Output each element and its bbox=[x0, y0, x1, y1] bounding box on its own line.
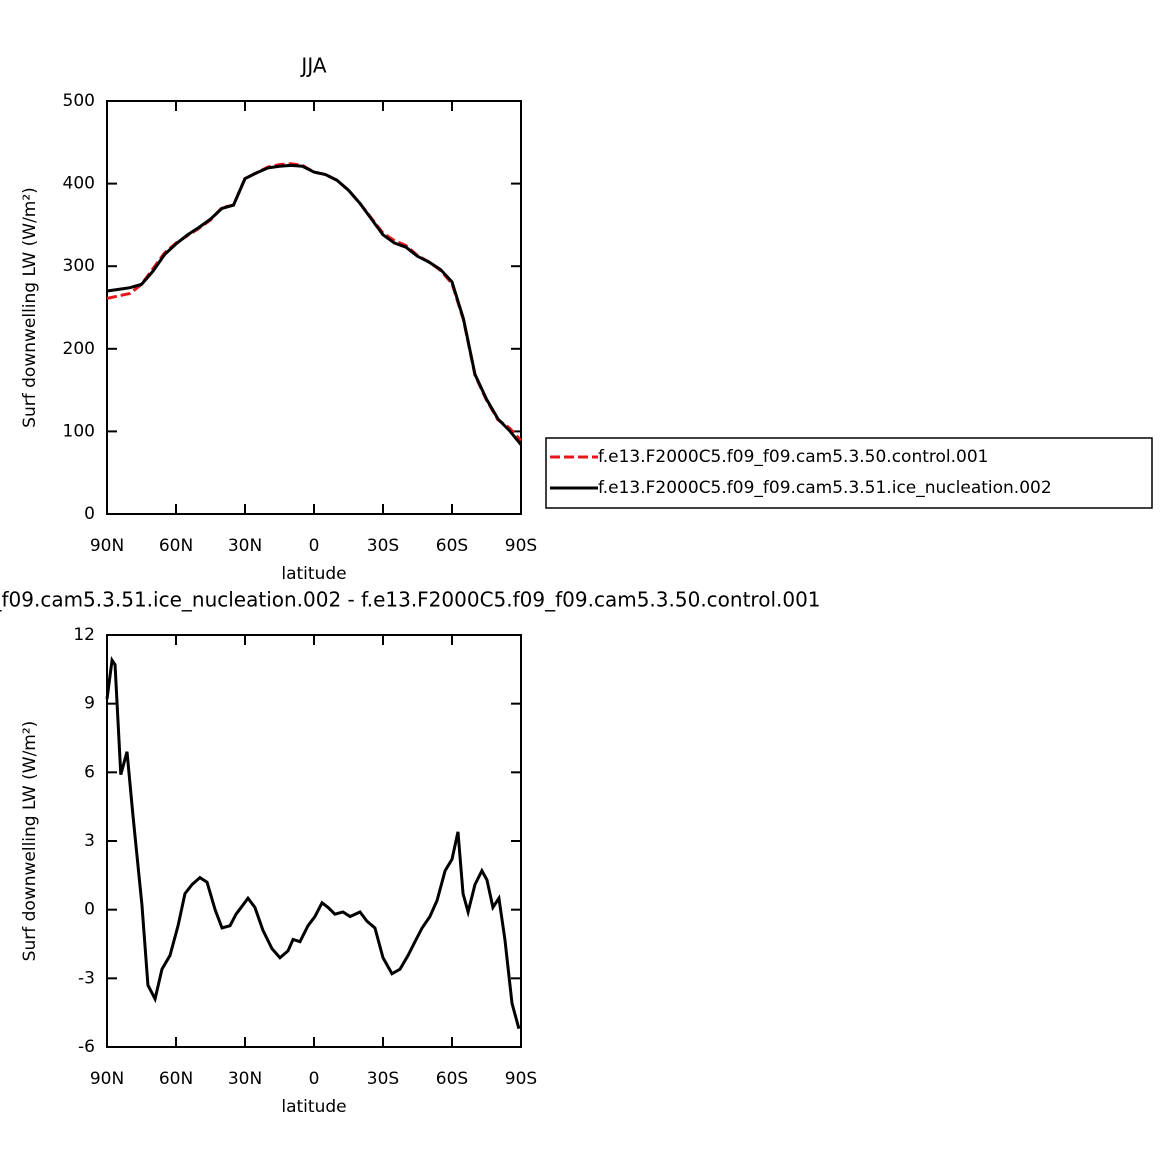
data-line bbox=[105, 655, 521, 1030]
x-tick-label: 30N bbox=[228, 536, 262, 556]
chart-title: f.e13.F2000C5.f09_f09.cam5.3.51.ice_nucl… bbox=[0, 588, 821, 612]
x-tick-label: 60N bbox=[159, 1069, 193, 1089]
y-tick-label: 0 bbox=[84, 504, 95, 524]
y-tick-label: 6 bbox=[84, 762, 95, 782]
y-axis-label: Surf downwelling LW (W/m²) bbox=[20, 721, 40, 962]
data-line bbox=[106, 163, 523, 446]
legend-label: f.e13.F2000C5.f09_f09.cam5.3.51.ice_nucl… bbox=[598, 478, 1052, 498]
y-tick-label: 0 bbox=[84, 900, 95, 920]
plot-frame bbox=[106, 634, 522, 1048]
y-axis-label: Surf downwelling LW (W/m²) bbox=[20, 187, 40, 428]
y-tick-label: 9 bbox=[84, 694, 95, 714]
y-tick-label: 3 bbox=[84, 831, 95, 851]
y-tick-label: -3 bbox=[78, 968, 95, 988]
x-tick-label: 60N bbox=[159, 536, 193, 556]
chart-title: JJA bbox=[299, 54, 326, 78]
x-tick-label: 30S bbox=[367, 536, 399, 556]
y-tick-label: -6 bbox=[78, 1037, 95, 1057]
x-tick-label: 0 bbox=[309, 536, 320, 556]
y-tick-label: 100 bbox=[63, 421, 95, 441]
legend-label: f.e13.F2000C5.f09_f09.cam5.3.50.control.… bbox=[598, 447, 989, 467]
y-tick-label: 12 bbox=[73, 625, 95, 645]
x-tick-label: 90N bbox=[90, 536, 124, 556]
x-tick-label: 90S bbox=[505, 536, 537, 556]
x-tick-label: 60S bbox=[436, 536, 468, 556]
y-tick-label: 300 bbox=[63, 256, 95, 276]
plot-frame bbox=[106, 100, 522, 515]
x-tick-label: 90N bbox=[90, 1069, 124, 1089]
y-tick-label: 500 bbox=[63, 91, 95, 111]
legend-box bbox=[545, 437, 1153, 509]
x-axis-label: latitude bbox=[281, 564, 346, 584]
x-tick-label: 90S bbox=[505, 1069, 537, 1089]
x-tick-label: 30N bbox=[228, 1069, 262, 1089]
x-tick-label: 0 bbox=[309, 1069, 320, 1089]
y-tick-label: 200 bbox=[63, 339, 95, 359]
x-tick-label: 30S bbox=[367, 1069, 399, 1089]
x-axis-label: latitude bbox=[281, 1097, 346, 1117]
y-tick-label: 400 bbox=[63, 174, 95, 194]
x-tick-label: 60S bbox=[436, 1069, 468, 1089]
